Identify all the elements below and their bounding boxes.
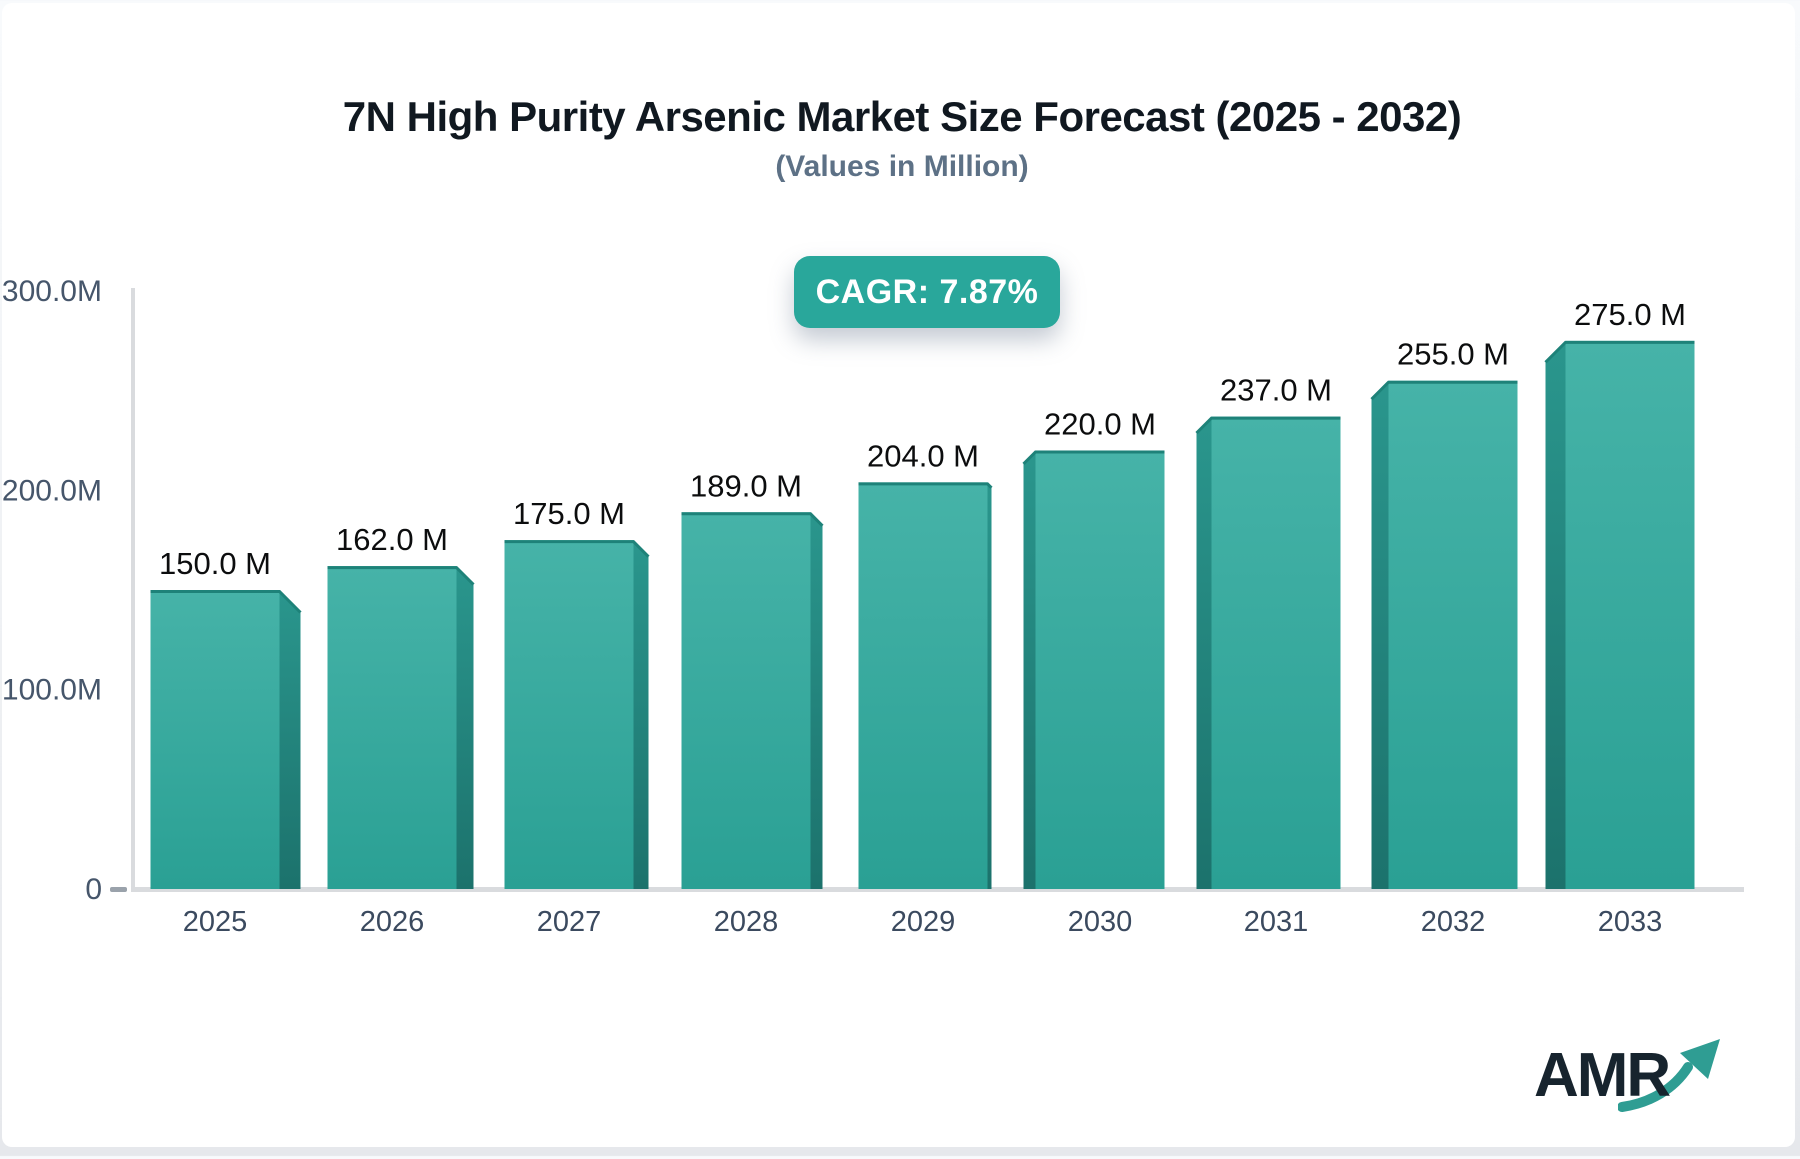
bar-front-face xyxy=(327,566,457,889)
bar-2026: 162.0 M 2026 xyxy=(327,522,475,938)
bar-front-face xyxy=(1211,416,1341,889)
bar-top-edge xyxy=(504,540,650,558)
chart-subtitle: (Values in Million) xyxy=(775,150,1029,183)
y-axis-tick-label: 200.0M xyxy=(2,474,102,507)
y-axis-tick-label: 300.0M xyxy=(2,275,102,308)
bar-2029: 204.0 M 2029 xyxy=(858,438,993,938)
bar-value-label: 150.0 M xyxy=(159,546,271,581)
bar-front-face xyxy=(1388,380,1518,889)
bar-side-face xyxy=(987,482,992,889)
zero-tick-dash xyxy=(110,887,127,892)
bar-side-face xyxy=(1023,450,1036,889)
y-axis-tick-label: 0 xyxy=(85,873,102,906)
x-axis-label: 2029 xyxy=(891,906,956,938)
bar-2028: 189.0 M 2028 xyxy=(681,468,824,938)
bar-front-face xyxy=(504,540,634,889)
cagr-badge: CAGR: 7.87% xyxy=(794,256,1060,328)
amr-logo-text: AMR xyxy=(1534,1041,1671,1110)
bar-top-edge xyxy=(1544,340,1695,364)
bar-top-edge xyxy=(150,590,302,614)
x-axis-label: 2025 xyxy=(183,906,248,938)
bar-2033: 275.0 M 2033 xyxy=(1544,297,1695,938)
x-axis-label: 2030 xyxy=(1068,906,1133,938)
bar-2030: 220.0 M 2030 xyxy=(1022,406,1165,938)
bar-value-label: 220.0 M xyxy=(1044,406,1156,441)
x-axis-line xyxy=(131,887,1744,892)
bar-top-edge xyxy=(858,482,993,489)
bar-side-face xyxy=(1371,380,1389,889)
bar-front-face xyxy=(858,482,988,889)
bar-2031: 237.0 M 2031 xyxy=(1195,373,1341,938)
bar-value-label: 175.0 M xyxy=(513,496,625,531)
forecast-bar-chart: 300.0M 200.0M 100.0M 0 150.0 M 2025 162.0 M 202… xyxy=(2,275,1744,938)
bar-value-label: 255.0 M xyxy=(1397,337,1509,372)
bar-top-edge xyxy=(1195,416,1341,435)
x-axis-label: 2032 xyxy=(1421,906,1486,938)
amr-logo: AMR xyxy=(1534,1037,1734,1122)
x-axis-label: 2028 xyxy=(714,906,779,938)
bar-front-face xyxy=(1565,340,1695,889)
chart-title: 7N High Purity Arsenic Market Size Forec… xyxy=(342,93,1462,140)
growth-arrow-icon xyxy=(1618,1039,1720,1112)
bar-front-face xyxy=(150,590,280,889)
bar-top-edge xyxy=(1370,380,1518,401)
bar-value-label: 275.0 M xyxy=(1574,297,1686,332)
chart-card: 7N High Purity Arsenic Market Size Forec… xyxy=(2,3,1795,1147)
bar-2027: 175.0 M 2027 xyxy=(504,496,650,938)
x-axis-label: 2026 xyxy=(360,906,425,938)
bar-side-face xyxy=(1196,416,1212,889)
bar-value-label: 204.0 M xyxy=(867,438,979,473)
bar-side-face xyxy=(279,590,301,889)
y-axis-line xyxy=(131,288,135,892)
bar-side-face xyxy=(810,512,823,889)
bar-top-edge xyxy=(681,512,824,527)
bar-side-face xyxy=(1545,340,1566,889)
bar-top-edge xyxy=(327,566,475,586)
bar-front-face xyxy=(1035,450,1165,889)
bar-side-face xyxy=(456,566,474,889)
bar-side-face xyxy=(633,540,649,889)
x-axis-label: 2031 xyxy=(1244,906,1309,938)
bar-top-edge xyxy=(1022,450,1165,466)
y-axis-tick-label: 100.0M xyxy=(2,674,102,707)
bar-value-label: 237.0 M xyxy=(1220,373,1332,408)
bar-2032: 255.0 M 2032 xyxy=(1370,337,1518,938)
bar-front-face xyxy=(681,512,811,889)
x-axis-label: 2027 xyxy=(537,906,602,938)
bar-value-label: 162.0 M xyxy=(336,522,448,557)
bar-value-label: 189.0 M xyxy=(690,468,802,503)
x-axis-label: 2033 xyxy=(1598,906,1663,938)
bar-2025: 150.0 M 2025 xyxy=(150,546,302,938)
